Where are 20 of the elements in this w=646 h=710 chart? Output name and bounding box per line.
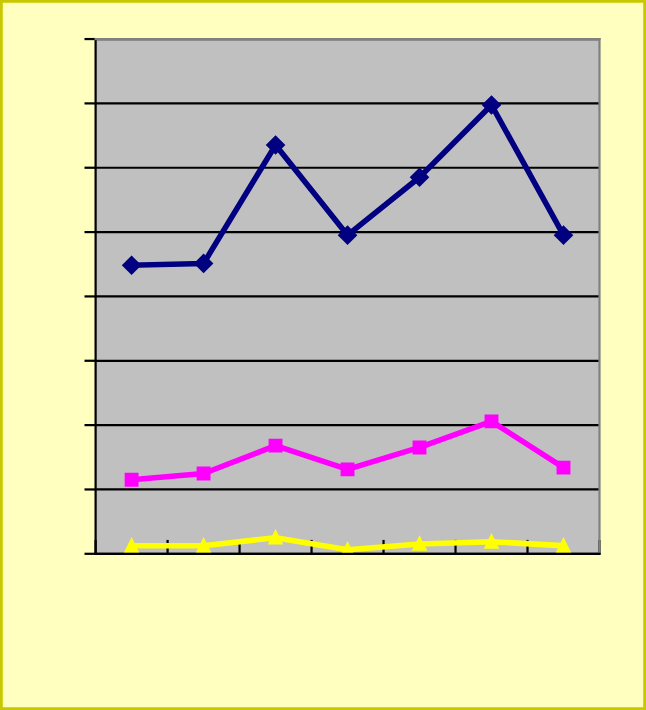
point [266, 135, 285, 155]
point [484, 534, 499, 549]
point [556, 538, 571, 553]
point [196, 466, 211, 481]
point [410, 168, 429, 187]
point [340, 462, 355, 477]
point [338, 225, 357, 245]
point [412, 440, 427, 455]
point [124, 538, 139, 553]
point [484, 414, 499, 429]
point [554, 225, 573, 245]
point [556, 460, 571, 475]
point [196, 538, 211, 553]
point [124, 472, 139, 487]
point [268, 530, 283, 545]
point [268, 438, 283, 453]
point [412, 536, 427, 551]
point [482, 95, 501, 115]
point [122, 255, 141, 275]
point [194, 254, 213, 273]
